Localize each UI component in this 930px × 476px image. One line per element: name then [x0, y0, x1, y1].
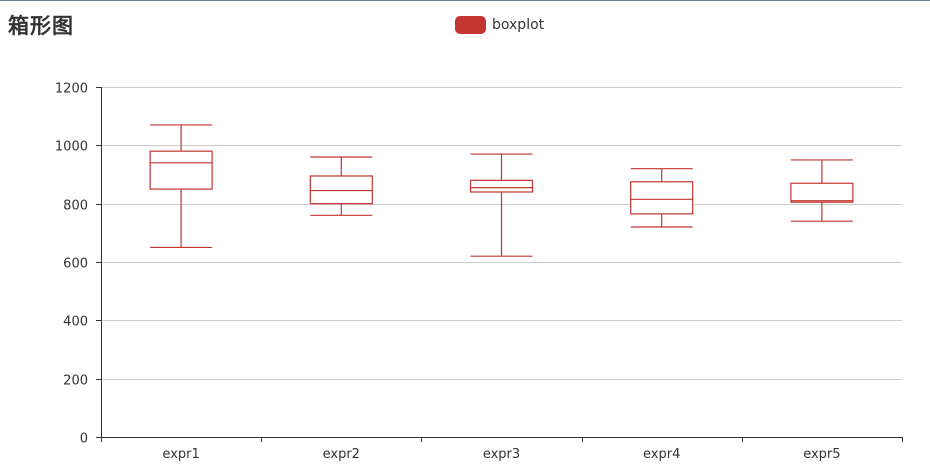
legend-label[interactable]: boxplot [492, 17, 545, 33]
x-tick-label: expr2 [323, 447, 360, 462]
box-expr5[interactable] [790, 159, 854, 222]
y-tick-label: 1000 [55, 140, 88, 155]
box-expr4[interactable] [630, 168, 694, 228]
box-iqr [149, 150, 213, 190]
y-tick-label: 1200 [55, 82, 88, 97]
y-tick-label: 400 [63, 315, 88, 330]
box-iqr [790, 182, 854, 203]
box-expr1[interactable] [149, 124, 213, 249]
legend[interactable]: boxplot [455, 16, 544, 34]
x-tick-label: expr5 [803, 447, 840, 462]
x-tick-label: expr4 [643, 447, 680, 462]
y-tick-label: 800 [63, 199, 88, 214]
y-tick-label: 200 [63, 374, 88, 389]
box-iqr [469, 179, 534, 193]
x-tick-label: expr3 [483, 447, 520, 462]
box-expr3[interactable] [469, 153, 534, 257]
y-tick-label: 600 [63, 257, 88, 272]
x-tick-label: expr1 [162, 447, 199, 462]
box-iqr [309, 175, 373, 205]
box-expr2[interactable] [309, 156, 373, 216]
chart-title: 箱形图 [8, 14, 74, 38]
box-iqr [630, 181, 694, 215]
legend-swatch[interactable] [455, 16, 486, 34]
y-tick-label: 0 [80, 432, 88, 447]
